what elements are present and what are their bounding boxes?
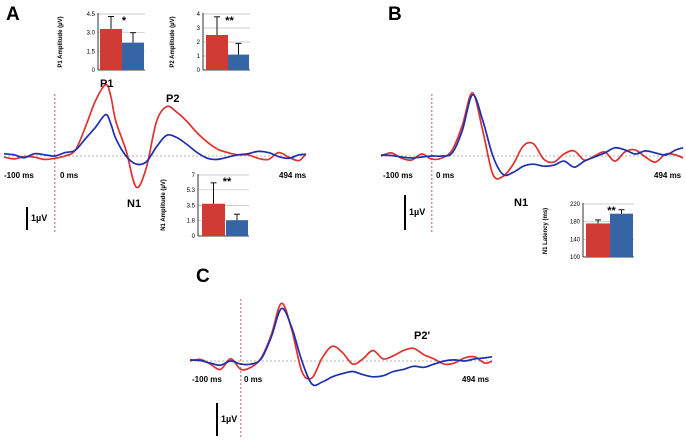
peak-label-n1-a: N1	[127, 198, 141, 210]
y-tick-label: 220	[570, 202, 581, 208]
bar-red-n1	[202, 203, 225, 236]
y-tick-label: 1.8	[187, 218, 196, 224]
erp-line-red-c	[189, 302, 493, 380]
y-axis-label-p2: P2 Amplitude (µV)	[170, 16, 176, 67]
y-tick-label: 3	[197, 26, 201, 32]
bar-red-p1	[100, 28, 122, 70]
y-tick-label: 0	[92, 68, 96, 74]
y-tick-label: 1.5	[87, 49, 96, 55]
time-label-end-b: 494 ms	[654, 171, 682, 180]
significance-marker-p1: *	[122, 15, 127, 27]
y-tick-label: 1	[197, 54, 201, 60]
y-tick-label: 3.5	[187, 204, 196, 210]
time-label-start-a: -100 ms	[4, 171, 34, 180]
y-axis-label-latency: N1 Latency (ms)	[543, 208, 549, 254]
significance-marker-latency: **	[607, 205, 616, 217]
time-label-end-a: 494 ms	[279, 171, 307, 180]
y-tick-label: 0	[192, 234, 196, 240]
peak-label-p2: P2	[166, 93, 179, 105]
panel-label-b: B	[388, 4, 402, 25]
y-tick-label: 180	[570, 220, 581, 226]
y-tick-label: 2	[197, 40, 201, 46]
erp-plot-c	[189, 299, 493, 439]
significance-marker-n1: **	[223, 176, 232, 188]
time-label-start-c: -100 ms	[192, 375, 222, 384]
time-label-zero-c: 0 ms	[244, 375, 263, 384]
bar-blue-latency	[610, 213, 633, 257]
panel-label-a: A	[6, 4, 20, 25]
scale-bar-label-b: 1µV	[409, 207, 425, 217]
scale-bar-label-c: 1µV	[221, 414, 237, 424]
erp-line-red-b	[380, 91, 684, 180]
time-label-end-c: 494 ms	[462, 375, 490, 384]
scale-bar-b: 1µV	[404, 195, 425, 230]
y-tick-label: 5.3	[187, 188, 196, 194]
erp-line-blue-c	[189, 307, 493, 387]
erp-line-blue-a	[3, 113, 307, 166]
bar-red-latency	[586, 223, 610, 257]
y-tick-label: 3.0	[87, 31, 96, 37]
y-tick-label: 0	[197, 68, 201, 74]
peak-label-p2-prime: P2'	[414, 330, 430, 342]
y-tick-label: 100	[570, 255, 581, 261]
bar-chart-n1-latency: 220 180 140 100 ** N1 Latency (ms)	[543, 202, 634, 261]
y-tick-label: 4	[197, 12, 201, 18]
erp-plot-b	[380, 91, 684, 234]
bar-blue-p2	[228, 54, 249, 70]
peak-label-n1-b: N1	[514, 197, 528, 209]
time-label-zero-a: 0 ms	[60, 171, 79, 180]
y-axis-label-p1: P1 Amplitude (µV)	[58, 16, 64, 67]
y-tick-label: 7	[192, 173, 196, 179]
y-tick-label: 140	[570, 237, 581, 243]
scale-bar-a: 1µV	[26, 207, 47, 230]
peak-label-p1: P1	[100, 78, 113, 90]
panel-label-c: C	[196, 266, 210, 287]
bar-chart-p2-amplitude: 4 3 2 1 0 ** P2 Amplitude (µV)	[170, 12, 250, 74]
time-label-start-b: -100 ms	[383, 171, 413, 180]
erp-plot-a	[3, 83, 307, 234]
erp-line-blue-b	[380, 93, 684, 177]
scale-bar-label-a: 1µV	[31, 213, 47, 223]
bar-blue-n1	[226, 220, 248, 236]
y-tick-label: 4.5	[87, 12, 96, 18]
scale-bar-c: 1µV	[216, 403, 237, 436]
erp-line-red-a	[3, 83, 307, 189]
bar-chart-n1-amplitude: 7 5.3 3.5 1.8 0 ** N1 Amplitude (µV)	[161, 173, 249, 240]
significance-marker-p2: **	[225, 15, 234, 27]
bar-red-p2	[206, 35, 228, 70]
y-axis-label-n1: N1 Amplitude (µV)	[161, 179, 167, 231]
bar-chart-p1-amplitude: 4.5 3.0 1.5 0 * P1 Amplitude (µV)	[58, 12, 145, 74]
time-label-zero-b: 0 ms	[436, 171, 455, 180]
bar-blue-p1	[122, 42, 144, 70]
